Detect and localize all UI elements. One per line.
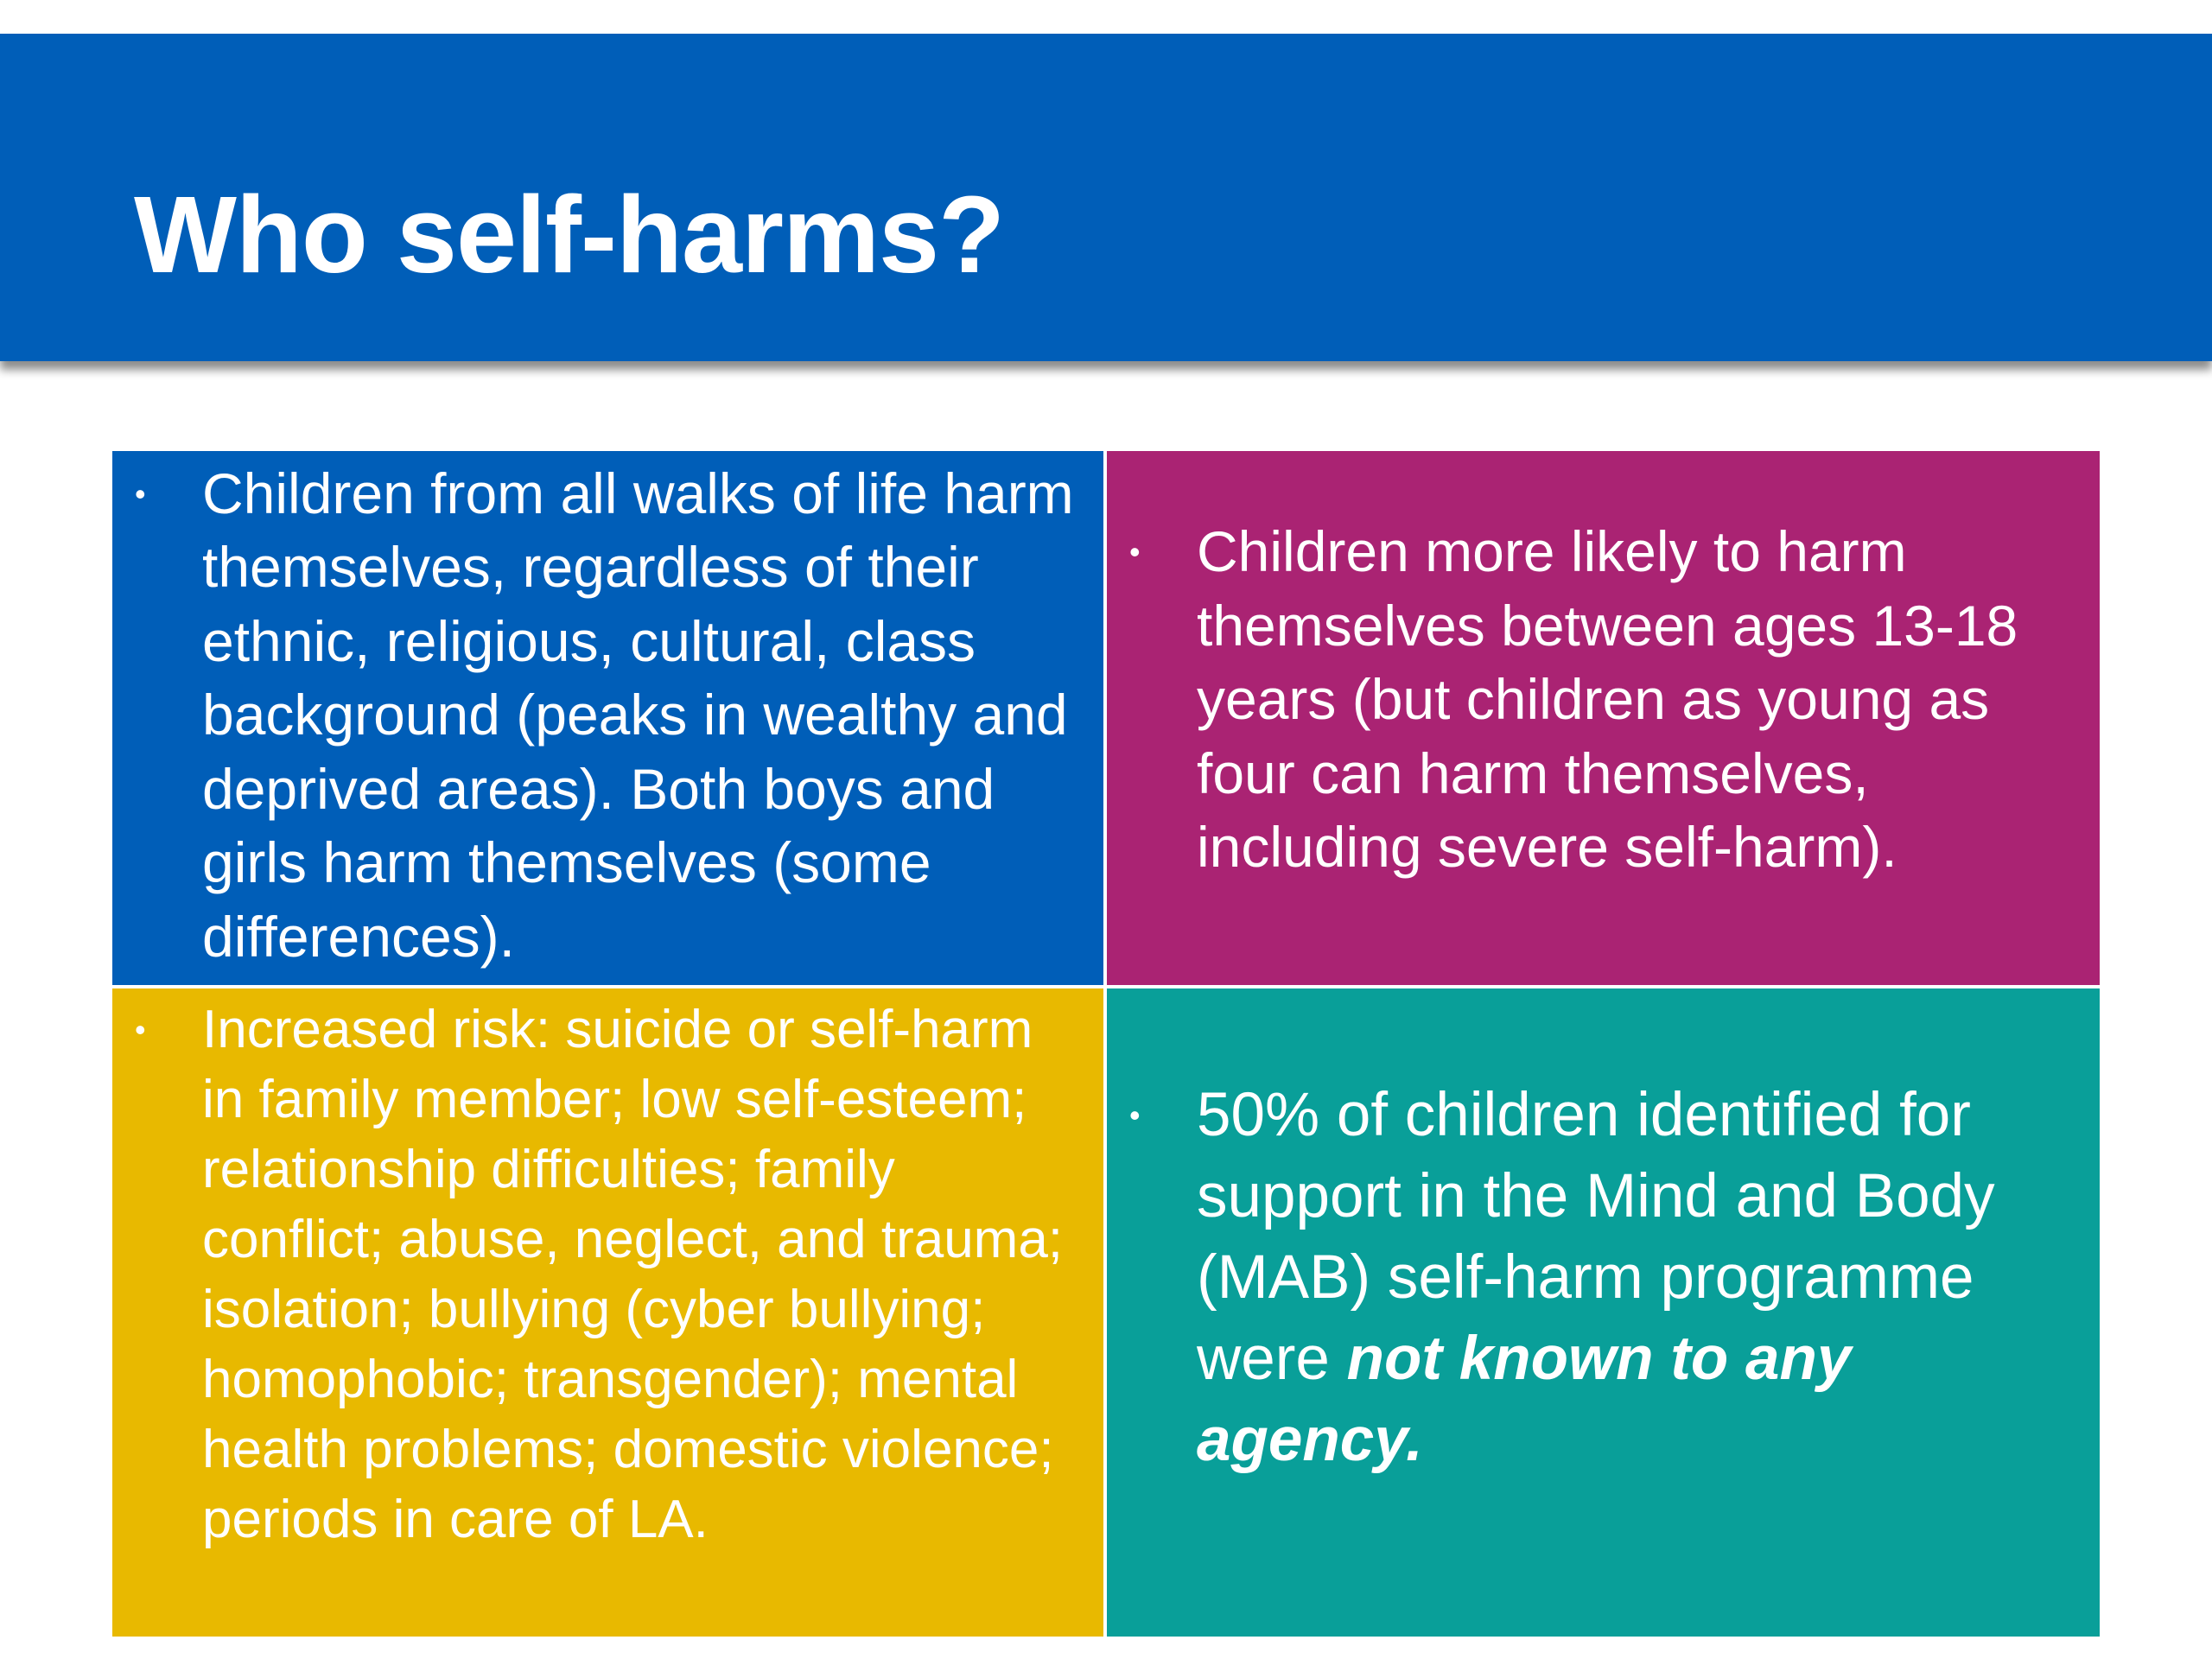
box-mab-programme: • 50% of children identified for support…: [1107, 988, 2100, 1637]
box-text: Children more likely to harm themselves …: [1197, 519, 2018, 880]
bullet-row: • Children from all walks of life harm t…: [112, 457, 1103, 975]
box-text-emphasis: not known to any agency.: [1197, 1325, 1852, 1474]
slide-title: Who self-harms?: [134, 174, 1005, 296]
title-bar: Who self-harms?: [0, 34, 2212, 361]
bullet-icon: •: [1129, 534, 1141, 570]
bullet-row: • Increased risk: suicide or self-harm i…: [112, 995, 1103, 1554]
bullet-icon: •: [1129, 1097, 1141, 1133]
box-text-plain: 50% of children identified for support i…: [1197, 1081, 1995, 1393]
box-age-range: • Children more likely to harm themselve…: [1107, 451, 2100, 985]
box-text: Increased risk: suicide or self-harm in …: [202, 1000, 1064, 1549]
box-increased-risk: • Increased risk: suicide or self-harm i…: [112, 988, 1103, 1637]
box-text: Children from all walks of life harm the…: [202, 461, 1074, 969]
bullet-row: • Children more likely to harm themselve…: [1107, 515, 2100, 885]
bullet-row: • 50% of children identified for support…: [1107, 1075, 2100, 1481]
box-text: 50% of children identified for support i…: [1197, 1075, 2100, 1481]
bullet-icon: •: [135, 1012, 146, 1047]
bullet-icon: •: [135, 475, 146, 512]
box-who-harms: • Children from all walks of life harm t…: [112, 451, 1103, 985]
content-grid: • Children from all walks of life harm t…: [112, 451, 2100, 1637]
